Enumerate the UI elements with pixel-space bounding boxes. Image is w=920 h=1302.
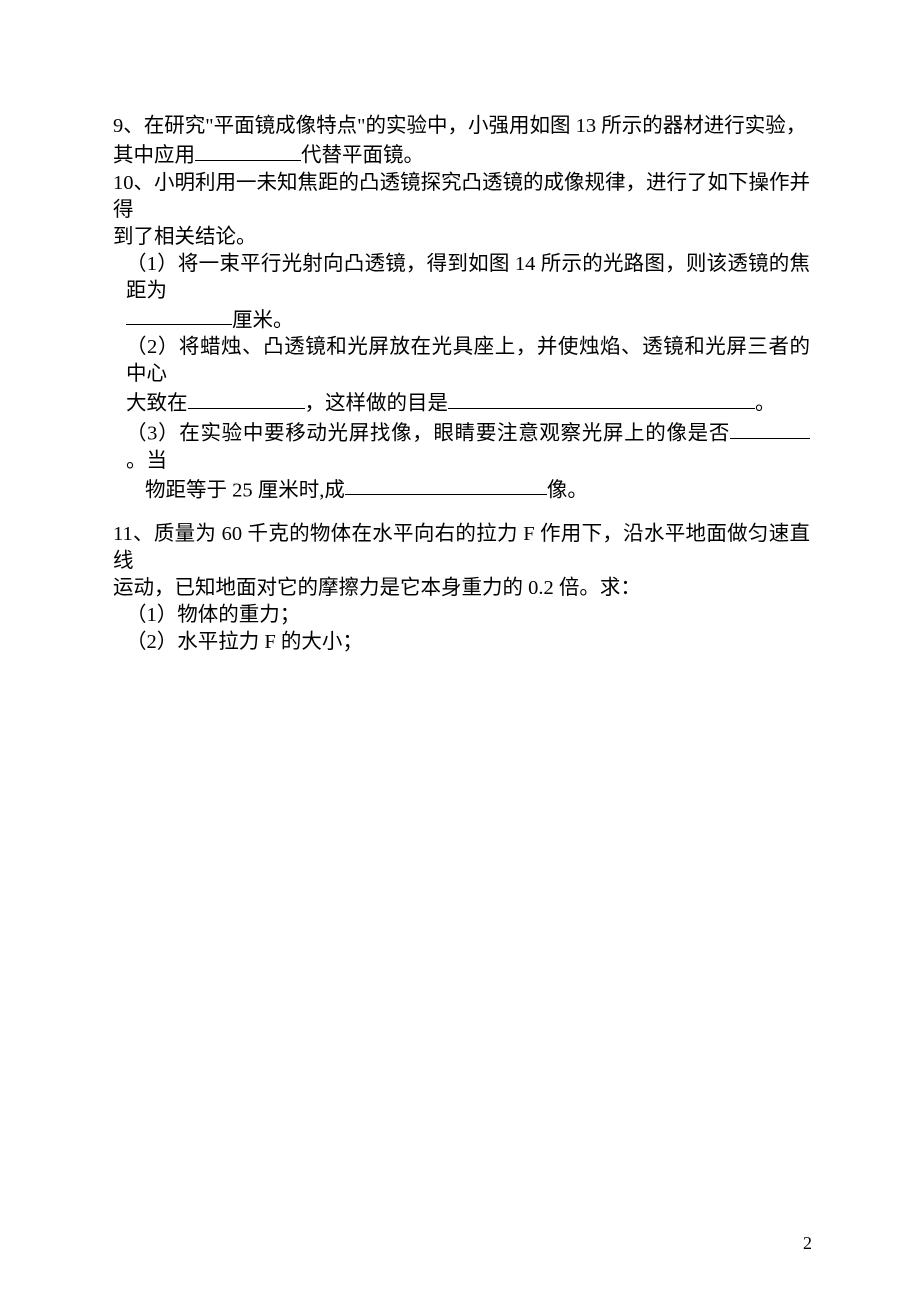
q10-p2-line2: 大致在 ，这样做的目是 。 <box>113 388 810 418</box>
q11-p2-text: （2）水平拉力 F 的大小； <box>126 631 363 653</box>
q10-p3b2: 像。 <box>547 479 588 501</box>
q10-p2a: （2）将蜡烛、凸透镜和光屏放在光具座上，并使烛焰、透镜和光屏三者的中心 <box>126 336 810 385</box>
q10-intro1: 小明利用一未知焦距的凸透镜探究凸透镜的成像规律，进行了如下操作并得 <box>113 172 810 221</box>
q10-p3-blank1 <box>730 417 810 439</box>
q10-p1-line1: （1）将一束平行光射向凸透镜，得到如图 14 所示的光路图，则该透镜的焦距为 <box>113 251 810 305</box>
q10-p2-line1: （2）将蜡烛、凸透镜和光屏放在光具座上，并使烛焰、透镜和光屏三者的中心 <box>113 334 810 388</box>
q10-intro-line2: 到了相关结论。 <box>113 224 810 251</box>
q10-p3-line1: （3）在实验中要移动光屏找像，眼睛要注意观察光屏上的像是否。当 <box>113 418 810 475</box>
q11-line1: 11、质量为 60 千克的物体在水平向右的拉力 F 作用下，沿水平地面做匀速直线 <box>113 521 810 575</box>
q10-p2b2: ，这样做的目是 <box>305 393 449 415</box>
q10-p1-tail: 厘米。 <box>232 309 294 331</box>
q9-line1: 9、在研究"平面镜成像特点"的实验中，小强用如图 13 所示的器材进行实验， <box>113 113 810 140</box>
q10-q11-gap <box>113 504 810 521</box>
q10-p1-lead: （1）将一束平行光射向凸透镜，得到如图 14 所示的光路图，则该透镜的焦距为 <box>126 253 810 302</box>
page-number: 2 <box>803 1233 812 1254</box>
q10-p3b1: 物距等于 25 厘米时,成 <box>145 479 345 501</box>
q11-line2: 运动，已知地面对它的摩擦力是它本身重力的 0.2 倍。求： <box>113 575 810 602</box>
q10-p3a2: 。当 <box>126 450 167 472</box>
q9-text1: 在研究"平面镜成像特点"的实验中，小强用如图 13 所示的器材进行实验， <box>144 115 807 137</box>
q10-p3a1: （3）在实验中要移动光屏找像，眼睛要注意观察光屏上的像是否 <box>126 423 730 445</box>
q10-p2-blank2 <box>448 387 755 409</box>
q10-intro-line1: 10、小明利用一未知焦距的凸透镜探究凸透镜的成像规律，进行了如下操作并得 <box>113 170 810 224</box>
q11-l2: 运动，已知地面对它的摩擦力是它本身重力的 0.2 倍。求： <box>113 577 641 599</box>
q9-line2: 其中应用 代替平面镜。 <box>113 140 810 170</box>
q11-p1: （1）物体的重力； <box>113 602 810 629</box>
q9-text2a: 其中应用 <box>113 145 195 167</box>
q9-number: 9、 <box>113 115 144 137</box>
q10-p2b3: 。 <box>755 393 776 415</box>
q11-p1-text: （1）物体的重力； <box>126 604 300 626</box>
q10-number: 10、 <box>113 172 154 194</box>
q10-p3-blank2 <box>345 474 547 496</box>
q11-p2: （2）水平拉力 F 的大小； <box>113 629 810 656</box>
q10-p2-blank1 <box>188 387 305 409</box>
q10-p2b1: 大致在 <box>126 393 188 415</box>
q11-number: 11、 <box>113 523 154 545</box>
q11-l1: 质量为 60 千克的物体在水平向右的拉力 F 作用下，沿水平地面做匀速直线 <box>113 523 810 572</box>
q9-blank <box>195 139 301 161</box>
q10-p1-line2: 厘米。 <box>113 305 810 335</box>
q9-text2b: 代替平面镜。 <box>301 145 424 167</box>
q10-p3-line2: 物距等于 25 厘米时,成 像。 <box>113 475 810 505</box>
q10-p1-blank <box>126 304 232 326</box>
page-container: 9、在研究"平面镜成像特点"的实验中，小强用如图 13 所示的器材进行实验， 其… <box>0 0 920 1302</box>
q10-intro2: 到了相关结论。 <box>113 226 257 248</box>
